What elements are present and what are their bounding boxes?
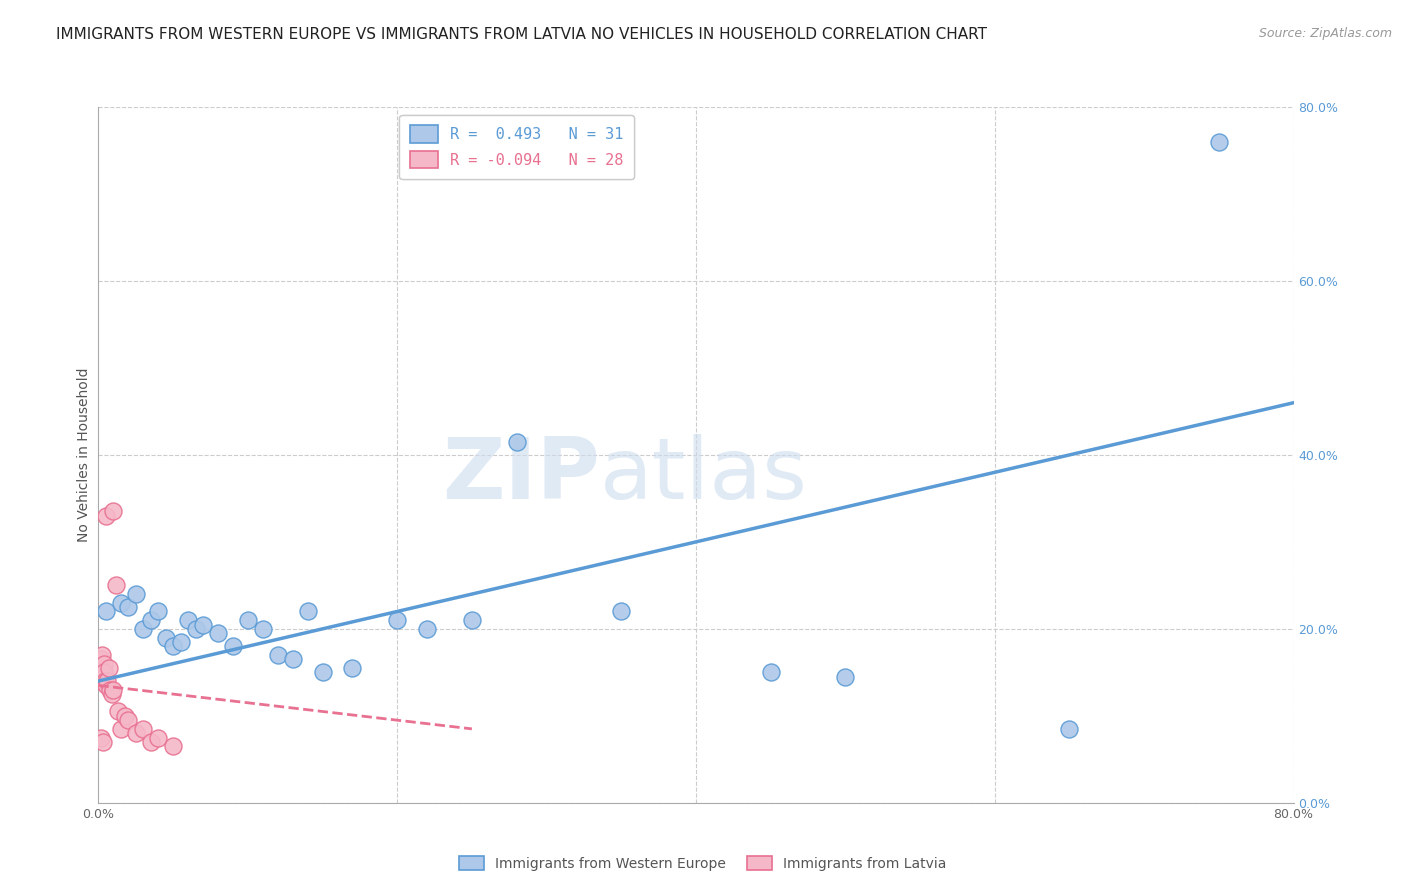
Point [184,622,207,636]
Point [162,739,184,754]
Point [97,661,120,675]
Point [107,705,129,719]
Point [117,713,139,727]
Point [222,639,245,653]
Point [91,648,114,662]
Point [506,434,529,449]
Point [148,731,170,745]
Point [94,678,117,692]
Point [110,722,132,736]
Point [610,605,633,619]
Y-axis label: No Vehicles in Household: No Vehicles in Household [77,368,91,542]
Point [1208,135,1230,149]
Text: atlas: atlas [600,434,808,517]
Legend: Immigrants from Western Europe, Immigrants from Latvia: Immigrants from Western Europe, Immigran… [454,850,952,876]
Point [281,652,304,666]
Point [162,639,184,653]
Point [416,622,439,636]
Point [139,613,162,627]
Point [90,652,112,666]
Text: ZIP: ZIP [443,434,600,517]
Point [191,617,214,632]
Point [101,687,124,701]
Point [155,631,177,645]
Point [461,613,484,627]
Point [94,674,117,689]
Point [169,635,191,649]
Point [207,626,229,640]
Point [252,622,274,636]
Point [91,735,114,749]
Point [93,657,115,671]
Text: IMMIGRANTS FROM WESTERN EUROPE VS IMMIGRANTS FROM LATVIA NO VEHICLES IN HOUSEHOL: IMMIGRANTS FROM WESTERN EUROPE VS IMMIGR… [56,27,987,42]
Point [125,587,148,601]
Point [267,648,290,662]
Point [125,726,148,740]
Point [139,735,162,749]
Point [90,731,112,745]
Point [105,578,128,592]
Point [89,674,111,689]
Point [96,674,118,689]
Point [114,708,136,723]
Point [834,670,856,684]
Legend: R =  0.493   N = 31, R = -0.094   N = 28: R = 0.493 N = 31, R = -0.094 N = 28 [399,115,634,179]
Text: Source: ZipAtlas.com: Source: ZipAtlas.com [1258,27,1392,40]
Point [94,508,117,523]
Point [385,613,409,627]
Point [132,722,155,736]
Point [100,682,122,697]
Point [759,665,782,680]
Point [1059,722,1081,736]
Point [297,605,319,619]
Point [117,600,139,615]
Point [311,665,333,680]
Point [103,504,125,518]
Point [91,670,114,684]
Point [94,605,117,619]
Point [132,622,155,636]
Point [93,665,115,680]
Point [177,613,200,627]
Point [103,682,125,697]
Point [110,596,132,610]
Point [90,661,112,675]
Point [148,605,170,619]
Point [236,613,259,627]
Point [342,661,364,675]
